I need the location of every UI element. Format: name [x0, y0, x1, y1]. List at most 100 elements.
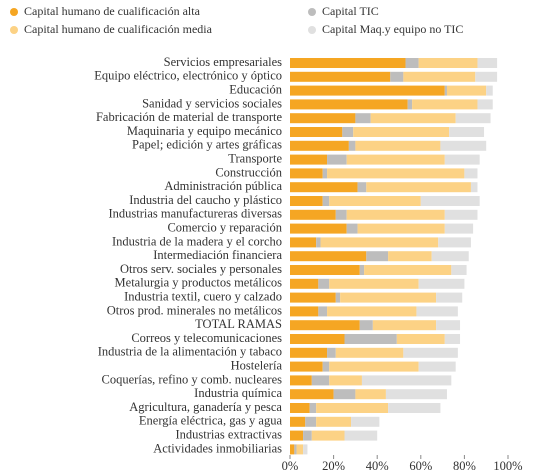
bar-segment	[290, 334, 345, 344]
x-tick-label: 80%	[453, 459, 476, 473]
y-tick-label: Metalurgia y productos metálicos	[115, 276, 283, 290]
bar-segment	[464, 168, 478, 179]
legend-swatch	[10, 26, 18, 34]
y-tick-label: Agricultura, ganadería y pesca	[129, 400, 282, 414]
bar-segment	[290, 237, 317, 248]
bar-segment	[318, 278, 330, 289]
y-tick-label: Comercio y reparación	[167, 220, 282, 234]
bar-segment	[346, 154, 445, 165]
bar-segment	[364, 265, 452, 275]
y-tick-label: Energía eléctrica, gas y agua	[139, 414, 283, 428]
bar-segment	[290, 403, 310, 413]
bar-segment	[316, 403, 389, 413]
bar-segment	[335, 347, 404, 358]
bar-segment	[412, 99, 478, 110]
bar-segment	[335, 292, 341, 303]
x-tick-label: 0%	[282, 459, 299, 473]
y-tick-label: Otros prod. minerales no metálicos	[107, 303, 282, 317]
x-tick-label: 100%	[493, 459, 522, 473]
bar-segment	[370, 113, 456, 124]
bar-segment	[418, 361, 456, 372]
x-tick-label: 40%	[366, 459, 389, 473]
bar-segment	[359, 265, 365, 275]
y-tick-label: Correos y telecomunicaciones	[131, 331, 282, 345]
bar-segment	[440, 140, 487, 151]
bar-segment	[303, 430, 312, 441]
bar-segment	[346, 209, 445, 220]
y-tick-label: Administración pública	[164, 179, 282, 193]
bar-segment	[290, 223, 347, 234]
bar-segment	[444, 334, 461, 344]
bar-segment	[403, 347, 458, 358]
y-tick-label: Industria del caucho y plástico	[129, 193, 282, 207]
y-tick-label: Industria de la madera y el corcho	[112, 234, 282, 248]
bar-segment	[420, 196, 480, 206]
bar-segment	[290, 127, 343, 137]
bar-segment	[385, 389, 447, 400]
y-tick-label: Industrias extractivas	[175, 427, 282, 441]
x-tick-label: 60%	[409, 459, 432, 473]
bar-segment	[444, 85, 447, 96]
bar-segment	[290, 140, 349, 151]
y-tick-label: Educación	[229, 82, 283, 96]
bar-segment	[305, 416, 317, 427]
bar-segment	[327, 306, 417, 317]
bar-segment	[444, 154, 480, 165]
bar-segment	[322, 361, 330, 372]
bar-segment	[290, 154, 328, 165]
bar-segment	[486, 85, 493, 96]
bar-segment	[294, 444, 297, 455]
bar-segment	[418, 278, 465, 289]
bar-segment	[451, 265, 467, 275]
legend-swatch	[308, 26, 316, 34]
y-tick-label: Intermediación financiera	[153, 248, 282, 262]
bar-segment	[388, 251, 432, 262]
y-tick-label: Hostelería	[231, 358, 283, 372]
bar-segment	[316, 416, 352, 427]
bar-segment	[475, 71, 498, 82]
y-tick-label: Industria de la alimentación y tabaco	[98, 345, 282, 359]
bar-segment	[455, 113, 491, 124]
bar-segment	[290, 209, 336, 220]
bar-segment	[290, 430, 304, 441]
y-tick-label: Transporte	[228, 151, 282, 165]
legend-label: Capital humano de cualificación alta	[24, 4, 201, 18]
bar-segment	[316, 237, 321, 248]
bar-segment	[290, 347, 328, 358]
y-tick-label: Construcción	[215, 165, 282, 179]
bar-segment	[290, 278, 319, 289]
bar-segment	[418, 58, 478, 68]
y-tick-label: Fabricación de material de transporte	[96, 110, 282, 124]
bar-segment	[290, 306, 319, 317]
bar-segment	[290, 375, 312, 386]
bar-segment	[388, 403, 441, 413]
y-tick-label: Papel; edición y artes gráficas	[132, 138, 282, 152]
bar-segment	[322, 168, 328, 179]
bar-segment	[446, 85, 487, 96]
x-tick-label: 20%	[322, 459, 345, 473]
bar-segment	[449, 127, 485, 137]
y-tick-label: Actividades inmobiliarias	[153, 441, 282, 455]
bar-segment	[290, 265, 360, 275]
y-tick-label: Otros serv. sociales y personales	[120, 262, 282, 276]
bar-segment	[290, 58, 406, 68]
bar-segment	[333, 389, 356, 400]
bar-segment	[366, 182, 471, 193]
bar-segment	[290, 416, 306, 427]
y-tick-label: Maquinaria y equipo mecánico	[127, 124, 282, 138]
bar-segment	[477, 99, 493, 110]
bar-segment	[444, 223, 474, 234]
bar-segment	[290, 292, 336, 303]
bar-segment	[290, 320, 360, 331]
bar-segment	[357, 182, 367, 193]
bar-segment	[438, 237, 471, 248]
legend-swatch	[10, 8, 18, 16]
bar-segment	[290, 361, 323, 372]
bar-segment	[290, 444, 295, 455]
y-tick-label: Industrias manufactureras diversas	[108, 207, 282, 221]
legend-label: Capital Maq.y equipo no TIC	[322, 22, 463, 36]
y-tick-label: Industria química	[194, 386, 282, 400]
bar-segment	[296, 444, 304, 455]
bar-segment	[327, 347, 336, 358]
bar-segment	[355, 389, 386, 400]
